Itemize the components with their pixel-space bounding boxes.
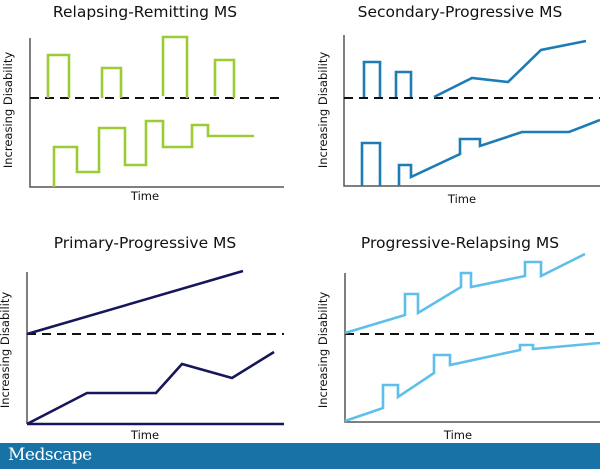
panel-title: Secondary-Progressive MS: [358, 3, 563, 21]
x-axis-label: Time: [130, 428, 159, 442]
y-axis-label: Increasing Disability: [1, 52, 15, 169]
progression-line: [26, 269, 244, 336]
axes: [29, 38, 284, 188]
disability-course-line: [52, 119, 254, 187]
progression-line: [433, 39, 587, 99]
diagram-canvas: Relapsing-Remitting MS Increasing Disabi…: [0, 3, 600, 442]
panel-title: Primary-Progressive MS: [54, 234, 237, 252]
relapse-pulse: [360, 141, 382, 186]
panel-relapsing-remitting: Relapsing-Remitting MS Increasing Disabi…: [1, 3, 284, 203]
y-axis-label: Increasing Disability: [316, 52, 330, 169]
x-axis-label: Time: [443, 428, 472, 442]
x-axis-label: Time: [130, 189, 159, 203]
panel-primary-progressive: Primary-Progressive MS Increasing Disabi…: [0, 234, 284, 442]
axes: [344, 273, 600, 423]
panel-secondary-progressive: Secondary-Progressive MS Increasing Disa…: [316, 3, 600, 206]
relapse-pulse: [46, 53, 71, 98]
medscape-logo: Medscape: [8, 445, 92, 465]
axes: [343, 35, 600, 187]
relapse-pulse: [100, 66, 123, 98]
y-axis-label: Increasing Disability: [0, 292, 12, 409]
progression-line: [397, 118, 600, 186]
relapse-pulse: [213, 58, 236, 98]
progression-line: [344, 252, 586, 335]
footer-bar: Medscape: [0, 443, 600, 469]
relapse-pulse: [161, 35, 189, 98]
x-axis-label: Time: [447, 192, 476, 206]
y-axis-label: Increasing Disability: [316, 292, 330, 409]
relapse-pulse: [394, 70, 413, 97]
progression-line: [344, 341, 600, 423]
panel-title: Relapsing-Remitting MS: [53, 3, 237, 21]
panel-progressive-relapsing: Progressive-Relapsing MS Increasing Disa…: [316, 234, 600, 442]
panel-title: Progressive-Relapsing MS: [361, 234, 559, 252]
relapse-pulse: [362, 60, 382, 97]
progression-line: [26, 350, 275, 426]
